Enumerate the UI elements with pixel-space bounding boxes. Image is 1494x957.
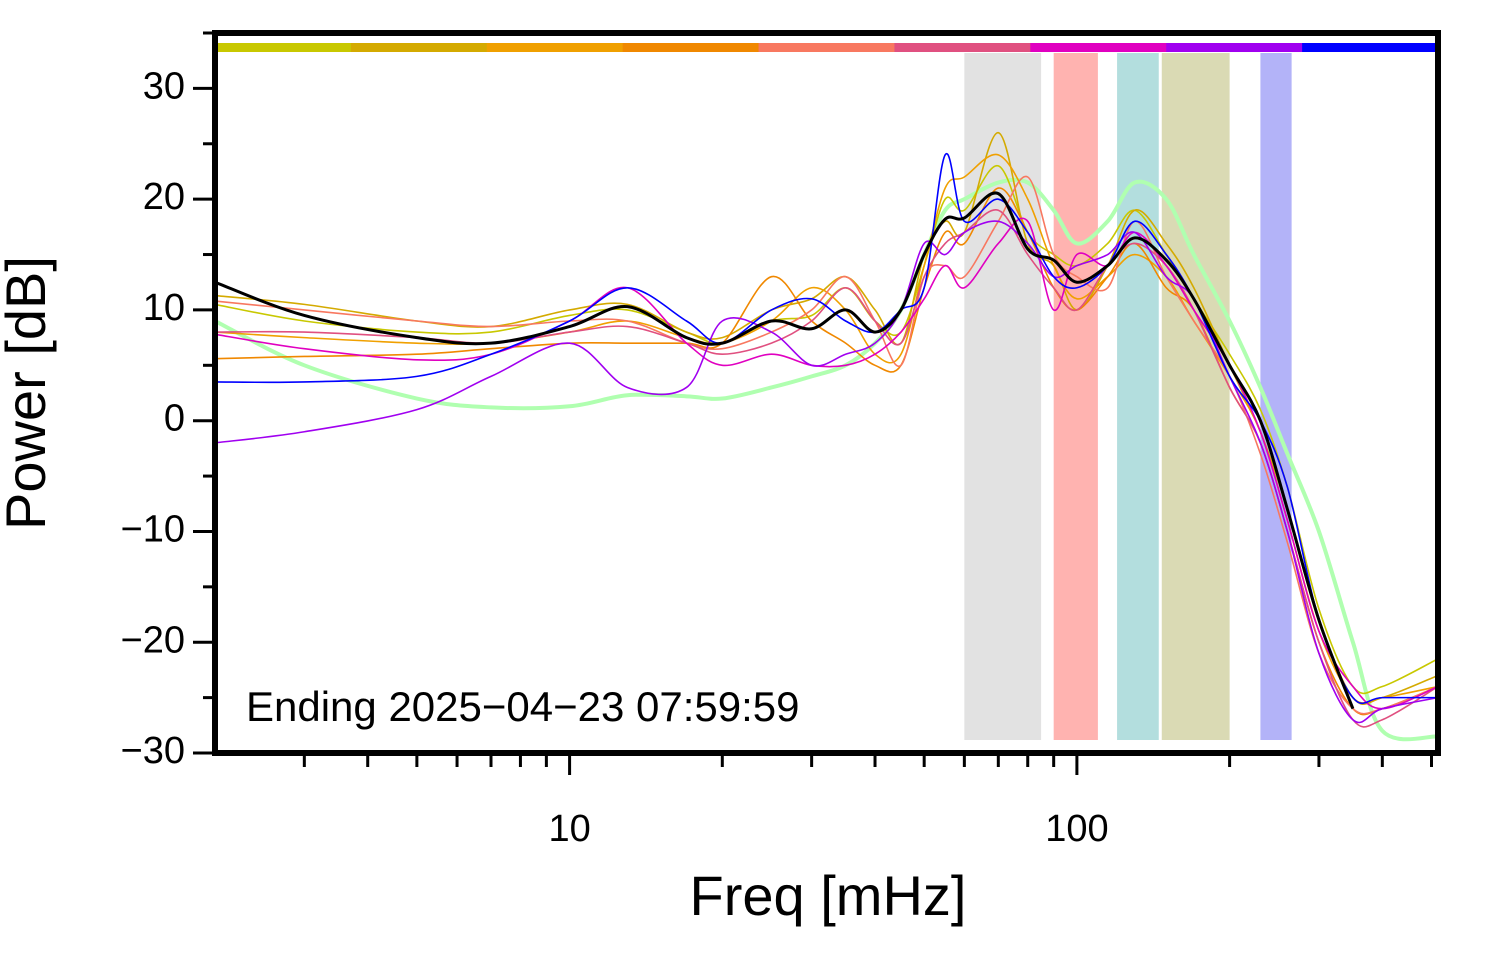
y-tick-label: 10 — [143, 287, 185, 329]
y-tick-label: −30 — [121, 730, 185, 772]
axes: −30 −20 −10 0 10 20 30 10 100 — [121, 30, 1441, 850]
series-line — [215, 175, 1438, 715]
y-tick-label: −10 — [121, 508, 185, 550]
series-line — [215, 220, 1438, 724]
annotation: Ending 2025−04−23 07:59:59 — [246, 683, 800, 730]
plot-area — [215, 43, 1438, 742]
y-tick-label: 20 — [143, 176, 185, 218]
x-axis-title: Freq [mHz] — [690, 864, 967, 927]
color-key — [1030, 43, 1167, 52]
frequency-band — [1117, 53, 1159, 740]
color-key — [215, 43, 352, 52]
y-tick-label: −20 — [121, 619, 185, 661]
y-tick-label: 30 — [143, 65, 185, 107]
color-key — [1166, 43, 1303, 52]
frequency-band — [1161, 53, 1230, 740]
color-key — [894, 43, 1031, 52]
x-tick-label: 10 — [548, 808, 590, 850]
color-key — [350, 43, 488, 52]
color-key — [486, 43, 624, 52]
y-axis-title: Power [dB] — [0, 256, 57, 530]
series-line — [215, 191, 1355, 710]
frequency-band — [1053, 53, 1098, 740]
series-line — [215, 217, 1438, 710]
color-key — [758, 43, 895, 52]
series-line — [215, 187, 1438, 716]
series-line — [215, 177, 1438, 742]
series-line — [215, 153, 1438, 705]
frequency-band — [964, 53, 1042, 740]
color-key — [1302, 43, 1438, 52]
plot-frame — [212, 30, 1441, 756]
y-tick-label: 0 — [164, 398, 185, 440]
color-key — [622, 43, 760, 52]
x-tick-label: 100 — [1045, 808, 1108, 850]
